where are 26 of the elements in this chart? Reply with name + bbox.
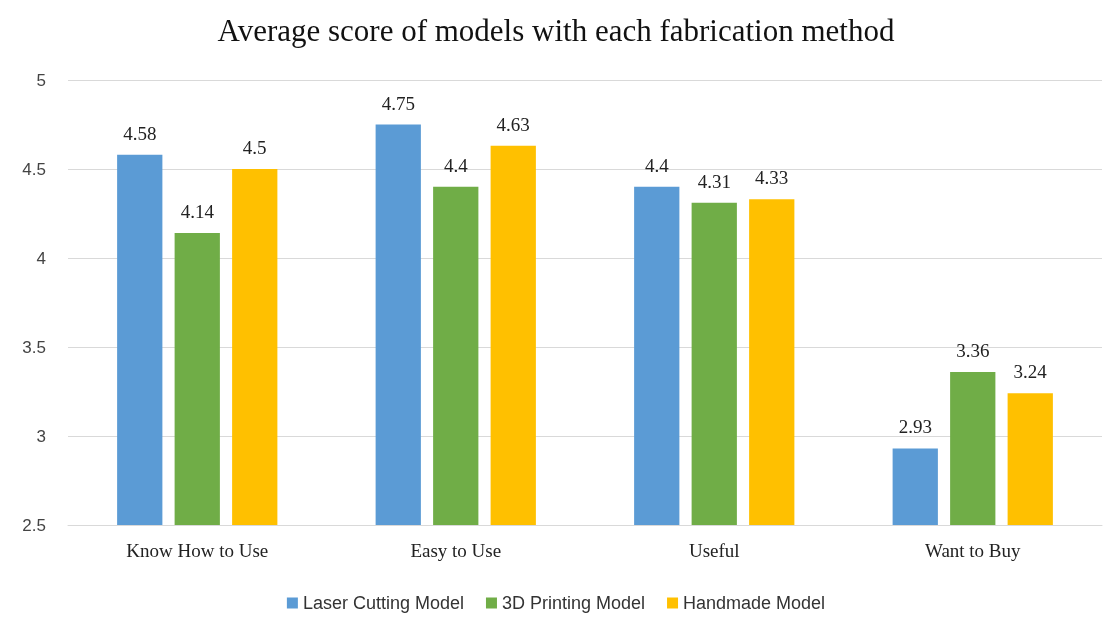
- data-label: 4.4: [644, 154, 670, 176]
- data-label: 4.5: [242, 137, 267, 158]
- data-label: 4.75: [381, 92, 415, 114]
- legend-label: Handmade Model: [683, 593, 826, 613]
- x-tick-label: Want to Buy: [924, 540, 1022, 561]
- y-tick-label: 4.5: [22, 159, 46, 179]
- x-tick-label: Know How to Use: [126, 540, 269, 561]
- data-label: 3.24: [1013, 361, 1048, 383]
- legend-label: Laser Cutting Model: [302, 593, 464, 613]
- data-label: 4.33: [755, 167, 789, 189]
- data-label: 4.14: [180, 201, 215, 223]
- y-tick-label: 2.5: [22, 515, 46, 535]
- y-tick-label: 4: [36, 248, 46, 268]
- y-tick-label: 3.5: [22, 337, 46, 357]
- x-tick-label: Useful: [688, 540, 740, 561]
- y-tick-label: 3: [36, 426, 46, 446]
- data-label: 4.4: [443, 154, 469, 176]
- chart-title: Average score of models with each fabrication method: [217, 13, 895, 48]
- data-label: 4.31: [697, 170, 731, 192]
- y-tick-label: 5: [36, 70, 46, 90]
- data-label: 4.58: [123, 122, 157, 144]
- data-label: 2.93: [898, 416, 932, 438]
- data-label: 3.36: [956, 339, 990, 361]
- x-tick-label: Easy to Use: [410, 540, 502, 561]
- data-label: 4.63: [496, 113, 530, 135]
- legend-label: 3D Printing Model: [501, 593, 646, 613]
